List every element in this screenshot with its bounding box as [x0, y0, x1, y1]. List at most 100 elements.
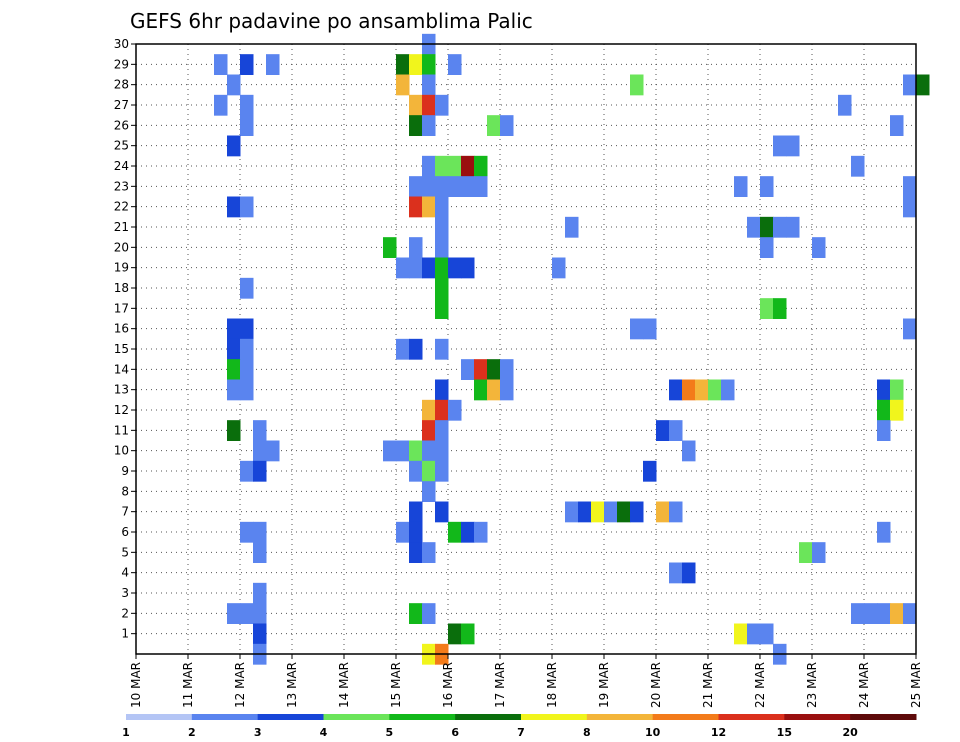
heatmap-cell [812, 237, 826, 258]
x-tick-label: 24 MAR [857, 662, 871, 708]
heatmap-cell [708, 379, 722, 401]
heatmap-cell [422, 196, 436, 218]
heatmap-cell [656, 501, 670, 523]
heatmap-cell [253, 440, 267, 462]
y-tick-label: 22 [114, 200, 129, 214]
heatmap-cell [669, 420, 683, 441]
heatmap-cell [500, 379, 514, 401]
heatmap-cell [227, 603, 241, 624]
heatmap-cell [435, 298, 449, 319]
heatmap-cell [240, 318, 254, 340]
heatmap-cell [435, 501, 449, 523]
legend-swatch [586, 714, 654, 720]
legend-swatch [521, 714, 588, 720]
heatmap-cell [630, 318, 644, 340]
y-tick-label: 9 [121, 464, 129, 478]
heatmap-cell [682, 440, 696, 462]
heatmap-cell [578, 501, 592, 523]
heatmap-cell [773, 298, 787, 319]
legend-label: 3 [254, 726, 262, 739]
heatmap-cell [422, 176, 436, 197]
heatmap-cell [747, 216, 761, 238]
color-legend: 1 2 3 4 5 6 7 8 10 12 15 20 [122, 714, 917, 739]
y-tick-label: 8 [121, 484, 129, 498]
heatmap-cell [461, 176, 475, 197]
heatmap-cell [240, 460, 254, 482]
x-tick-label: 14 MAR [337, 662, 351, 708]
x-tick-label: 22 MAR [753, 662, 767, 708]
heatmap-cell [396, 257, 410, 279]
heatmap-cell [890, 399, 904, 421]
heatmap-cell [227, 74, 241, 96]
heatmap-cell [838, 94, 852, 116]
heatmap-cell [721, 379, 735, 401]
heatmap-cell [435, 176, 449, 197]
heatmap-cell [877, 379, 891, 401]
legend-swatch [718, 714, 785, 720]
heatmap-cell [448, 623, 462, 645]
heatmap-cell [422, 399, 436, 421]
heatmap-cell [227, 420, 241, 441]
y-tick-label: 15 [114, 342, 129, 356]
heatmap-cell [422, 94, 436, 116]
heatmap-cell [409, 257, 423, 279]
heatmap-cell [500, 115, 514, 136]
heatmap-cell [435, 237, 449, 258]
heatmap-cell [903, 196, 917, 218]
heatmap-cell [734, 176, 748, 197]
heatmap-cell [253, 542, 267, 563]
heatmap-cell [903, 176, 917, 197]
heatmap-cell [669, 379, 683, 401]
heatmap-cell [227, 318, 241, 340]
heatmap-cell [409, 94, 423, 116]
heatmap-cell [227, 135, 241, 157]
heatmap-cell [435, 216, 449, 238]
y-tick-label: 26 [114, 118, 129, 132]
heatmap-cell [422, 542, 436, 563]
x-tick-label: 15 MAR [389, 662, 403, 708]
heatmap-cell [877, 399, 891, 421]
heatmap-cell [396, 54, 410, 75]
heatmap-cells [214, 33, 930, 665]
y-tick-label: 6 [121, 525, 129, 539]
heatmap-cell [409, 521, 423, 543]
x-tick-label: 18 MAR [545, 662, 559, 708]
legend-label: 12 [711, 726, 726, 739]
y-tick-label: 21 [114, 220, 129, 234]
legend-swatch [257, 714, 324, 720]
heatmap-cell [474, 359, 488, 380]
heatmap-cell [682, 562, 696, 584]
heatmap-cell [877, 521, 891, 543]
heatmap-cell [630, 501, 644, 523]
y-tick-label: 17 [114, 301, 129, 315]
y-tick-label: 30 [114, 37, 129, 51]
heatmap-cell [786, 135, 800, 157]
legend-label: 1 [122, 726, 130, 739]
heatmap-cell [266, 54, 280, 75]
y-tick-label: 12 [114, 403, 129, 417]
y-tick-label: 29 [114, 57, 129, 71]
heatmap-cell [409, 603, 423, 624]
heatmap-cell [903, 318, 917, 340]
heatmap-cell [812, 542, 826, 563]
heatmap-cell [253, 623, 267, 645]
legend-swatch [389, 714, 456, 720]
y-tick-label: 11 [114, 423, 129, 437]
legend-swatch [850, 714, 917, 720]
heatmap-cell [903, 603, 917, 624]
heatmap-cell [396, 440, 410, 462]
heatmap-cell [734, 623, 748, 645]
heatmap-cell [253, 582, 267, 604]
heatmap-cell [487, 115, 501, 136]
x-tick-label: 21 MAR [701, 662, 715, 708]
heatmap-cell [435, 379, 449, 401]
heatmap-cell [422, 74, 436, 96]
x-tick-label: 10 MAR [129, 662, 143, 708]
heatmap-cell [487, 379, 501, 401]
chart-title: GEFS 6hr padavine po ansamblima Palic [130, 9, 533, 33]
legend-swatch [455, 714, 522, 720]
x-tick-label: 16 MAR [441, 662, 455, 708]
heatmap-cell [227, 196, 241, 218]
heatmap-cell [396, 74, 410, 96]
heatmap-cell [760, 176, 774, 197]
